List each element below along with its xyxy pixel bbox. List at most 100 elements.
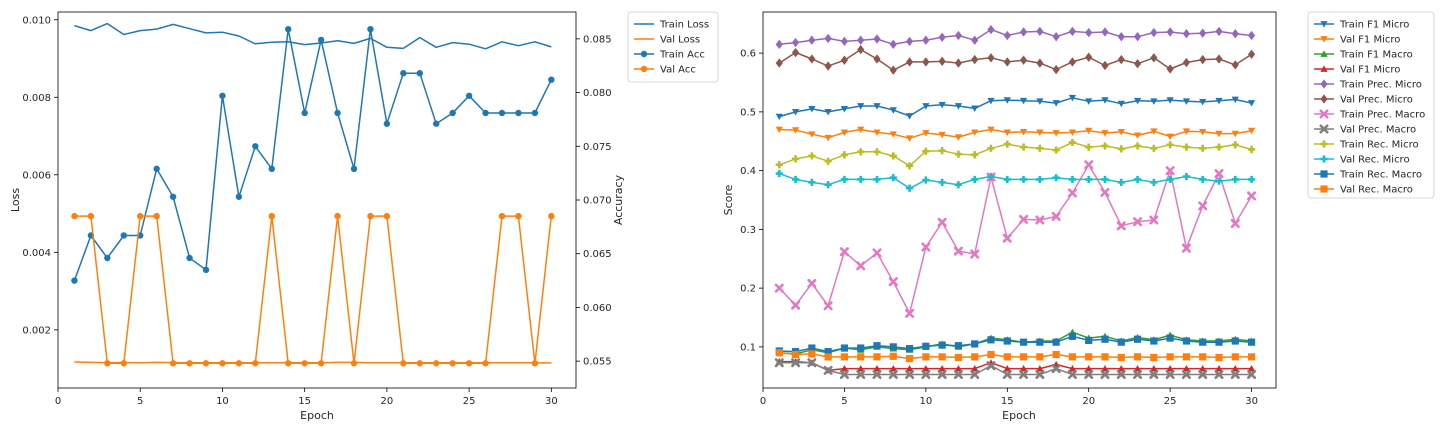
score-axis-label: Score	[722, 184, 735, 215]
data-point	[1085, 336, 1093, 345]
data-point	[1117, 100, 1125, 108]
data-point	[840, 129, 849, 137]
data-point	[791, 155, 800, 163]
data-point	[449, 109, 456, 117]
series-line-train-loss	[74, 22, 552, 50]
data-point	[1133, 31, 1142, 42]
data-point	[1019, 353, 1028, 361]
data-point	[1052, 174, 1060, 182]
data-point	[1003, 97, 1011, 104]
data-point	[219, 360, 226, 367]
data-point	[791, 358, 801, 368]
data-point	[482, 360, 489, 367]
data-point	[971, 54, 979, 65]
data-point	[1199, 338, 1207, 346]
series-val-f1-micro	[775, 126, 1256, 142]
data-point	[1019, 175, 1028, 184]
data-point	[823, 365, 833, 375]
data-point	[856, 261, 866, 271]
data-point	[791, 127, 800, 134]
data-point	[1019, 55, 1028, 65]
data-point	[1067, 369, 1077, 380]
legend-swatch-marker	[640, 50, 648, 58]
data-point	[1036, 175, 1044, 184]
legend-swatch-marker	[1320, 140, 1328, 148]
data-point	[938, 101, 946, 109]
data-point	[1036, 144, 1044, 152]
y2-tick-label: 0.055	[583, 357, 612, 368]
data-point	[1085, 365, 1093, 372]
y-tick-label: 0.6	[740, 49, 756, 60]
data-point	[1068, 129, 1077, 137]
x-tick-label: 15	[298, 396, 311, 407]
data-point	[1116, 221, 1126, 231]
series-train-rec-macro	[775, 332, 1256, 356]
data-point	[1116, 369, 1126, 380]
legend: Train F1 Micro Val F1 Micro Train F1 Macro…	[1307, 11, 1435, 199]
data-point	[202, 360, 210, 367]
data-point	[449, 360, 456, 367]
data-point	[219, 92, 226, 99]
y2-tick-label: 0.070	[583, 196, 612, 207]
data-point	[1117, 338, 1125, 346]
data-point	[1231, 365, 1239, 372]
legend-swatch-marker	[1320, 170, 1328, 178]
loss-accuracy-chart: 0 5 10 15 20 25 30 0.002 0.004 0.006 0.008 0.010 0…	[9, 11, 719, 422]
y-tick-label: 0.008	[22, 93, 51, 104]
data-point	[1166, 97, 1174, 104]
data-point	[775, 113, 783, 121]
data-point	[840, 151, 849, 159]
data-point	[1117, 31, 1125, 42]
data-point	[482, 109, 489, 117]
data-point	[1182, 353, 1191, 361]
legend-entry-val-loss: Val Loss	[634, 35, 700, 46]
data-point	[1247, 145, 1256, 154]
x-axis-ticks: 0 5 10 15 20 25 30	[760, 388, 1258, 407]
data-point	[1101, 335, 1109, 343]
data-point	[1247, 175, 1256, 184]
data-point	[531, 360, 539, 367]
data-point	[317, 36, 325, 44]
x-axis-ticks: 0 5 10 15 20 25 30	[55, 388, 558, 407]
data-point	[1101, 175, 1109, 184]
series-train-loss	[74, 22, 552, 50]
data-point	[498, 212, 506, 220]
data-point	[1166, 175, 1174, 184]
data-point	[169, 360, 177, 367]
data-point	[1052, 130, 1060, 137]
legend-label: Val Prec. Macro	[1340, 125, 1416, 136]
data-point	[873, 365, 881, 372]
series-val-rec-macro	[775, 349, 1256, 363]
legend-label: Train F1 Micro	[1339, 20, 1409, 31]
x-tick-label: 15	[1001, 396, 1014, 407]
data-point	[856, 369, 866, 380]
data-point	[367, 25, 374, 33]
data-point	[873, 129, 881, 137]
data-point	[1247, 338, 1256, 346]
data-point	[840, 175, 849, 184]
data-point	[889, 352, 897, 360]
legend-entry-val-f1-micro: Val F1 Micro	[1314, 65, 1400, 76]
data-point	[1133, 335, 1142, 343]
data-point	[1117, 353, 1125, 362]
data-point	[1231, 353, 1239, 361]
data-point	[1231, 337, 1239, 345]
legend-label: Train Acc	[659, 50, 705, 61]
data-point	[922, 103, 930, 110]
data-point	[1199, 128, 1207, 136]
data-point	[889, 152, 897, 160]
data-point	[1084, 369, 1094, 380]
accuracy-axis-ticks: 0.055 0.060 0.065 0.070 0.075 0.080 0.085	[576, 34, 612, 368]
data-point	[71, 212, 78, 220]
data-point	[824, 181, 832, 189]
data-point	[905, 162, 914, 170]
data-point	[938, 341, 946, 349]
legend-swatch-marker	[1320, 155, 1328, 163]
data-point	[971, 353, 979, 361]
data-point	[1231, 130, 1239, 138]
data-point	[1036, 58, 1044, 68]
data-point	[840, 344, 849, 352]
data-point	[548, 76, 555, 83]
data-point	[1215, 365, 1223, 372]
data-point	[987, 350, 995, 359]
